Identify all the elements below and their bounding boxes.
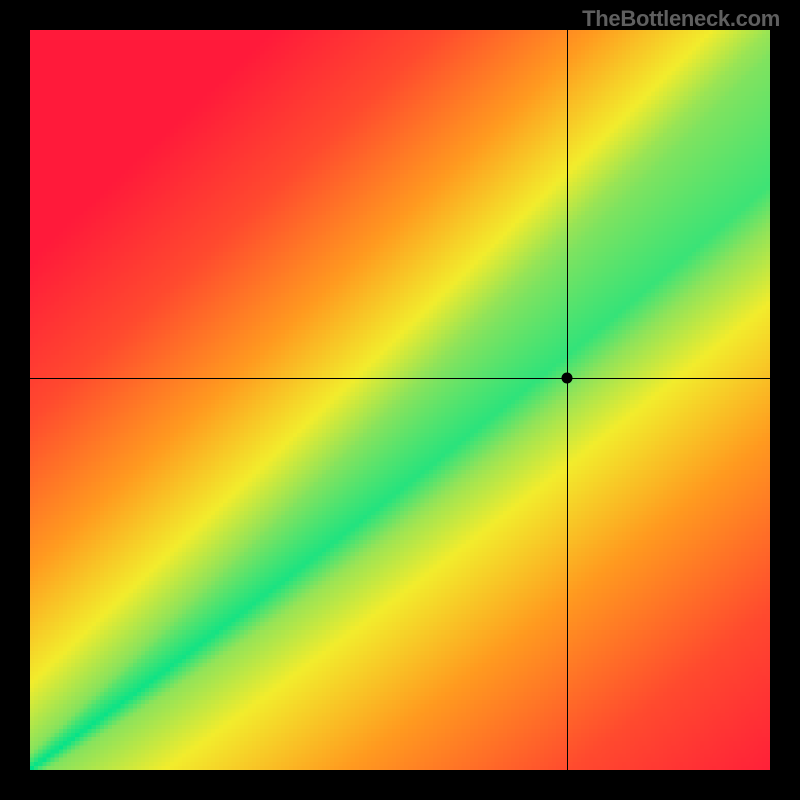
crosshair-horizontal	[30, 378, 770, 379]
watermark-text: TheBottleneck.com	[582, 6, 780, 32]
figure-outer: TheBottleneck.com	[0, 0, 800, 800]
crosshair-dot	[561, 372, 572, 383]
bottleneck-heatmap	[30, 30, 770, 770]
crosshair-vertical	[567, 30, 568, 770]
plot-area	[30, 30, 770, 770]
